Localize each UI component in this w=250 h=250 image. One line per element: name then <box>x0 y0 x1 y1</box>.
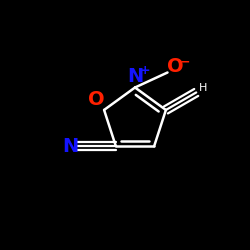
Text: −: − <box>180 55 190 68</box>
Text: O: O <box>167 58 184 76</box>
Text: N: N <box>127 67 143 86</box>
Text: H: H <box>199 84 207 94</box>
Text: +: + <box>139 64 150 77</box>
Text: O: O <box>88 90 105 110</box>
Text: N: N <box>62 137 78 156</box>
